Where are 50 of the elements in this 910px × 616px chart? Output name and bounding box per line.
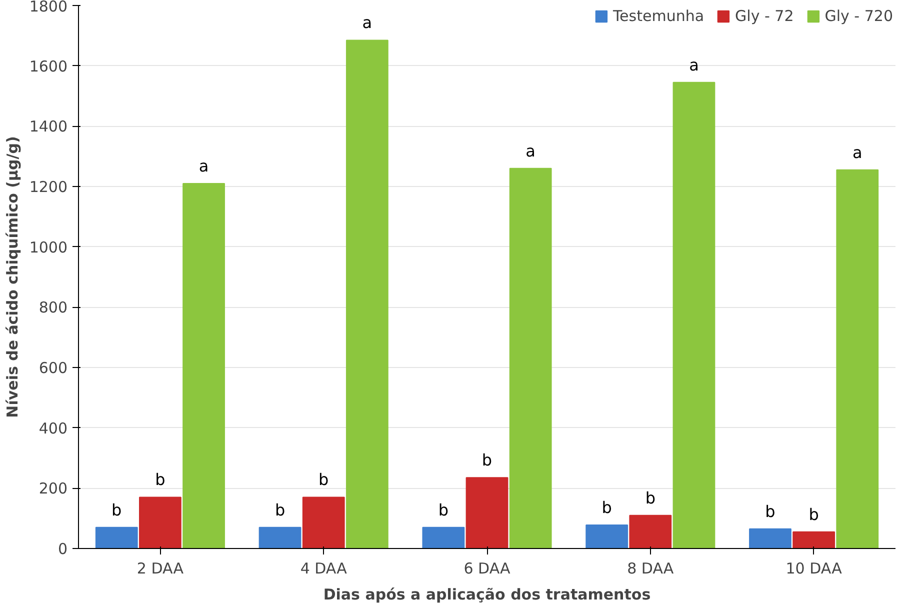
bar — [302, 496, 345, 548]
data-label: b — [602, 498, 612, 517]
bar — [836, 169, 879, 548]
data-label: a — [362, 13, 372, 32]
bar — [792, 531, 835, 548]
x-axis-title: Dias após a aplicação dos tratamentos — [323, 586, 651, 604]
bar — [95, 526, 138, 548]
y-tick-label: 1400 — [29, 118, 68, 136]
y-tick-label: 1000 — [29, 238, 68, 256]
data-label: b — [112, 500, 122, 520]
data-label: b — [318, 470, 329, 490]
y-tick-label: 200 — [38, 480, 68, 498]
y-axis-title: Níveis de ácido chiquímico (µg/g) — [3, 136, 22, 418]
bar — [509, 168, 552, 548]
bar — [346, 40, 388, 548]
bar — [466, 477, 508, 548]
y-tick-label: 0 — [58, 540, 68, 558]
x-tick-label: 6 DAA — [464, 560, 512, 578]
legend-label: Testemunha — [612, 7, 704, 25]
y-tick-label: 1600 — [29, 57, 68, 76]
bar — [629, 514, 672, 548]
bar — [139, 496, 182, 548]
y-tick-label: 1800 — [29, 0, 68, 16]
data-label: b — [155, 470, 166, 490]
bar — [182, 182, 225, 548]
data-label: a — [689, 55, 699, 74]
y-tick-label: 1200 — [29, 178, 68, 196]
legend-label: Gly - 72 — [735, 7, 794, 25]
data-label: b — [808, 504, 819, 524]
data-label: b — [482, 450, 492, 470]
data-label: a — [526, 141, 536, 160]
x-tick-label: 10 DAA — [786, 560, 843, 578]
x-tick-label: 4 DAA — [300, 560, 348, 578]
bar — [258, 526, 302, 548]
bar — [586, 524, 628, 548]
x-tick-label: 2 DAA — [136, 560, 184, 578]
data-label: a — [198, 156, 209, 176]
bar — [422, 526, 465, 548]
data-label: b — [645, 488, 656, 508]
data-label: b — [438, 500, 449, 520]
y-tick-label: 600 — [38, 359, 68, 377]
data-label: b — [765, 502, 776, 521]
y-tick-label: 800 — [38, 298, 68, 317]
y-tick-label: 400 — [38, 419, 68, 438]
bar — [749, 528, 792, 548]
legend-label: Gly - 720 — [824, 7, 893, 25]
x-tick-label: 8 DAA — [627, 560, 674, 578]
data-label: a — [852, 142, 862, 162]
bar — [672, 82, 716, 548]
data-label: b — [274, 500, 286, 520]
